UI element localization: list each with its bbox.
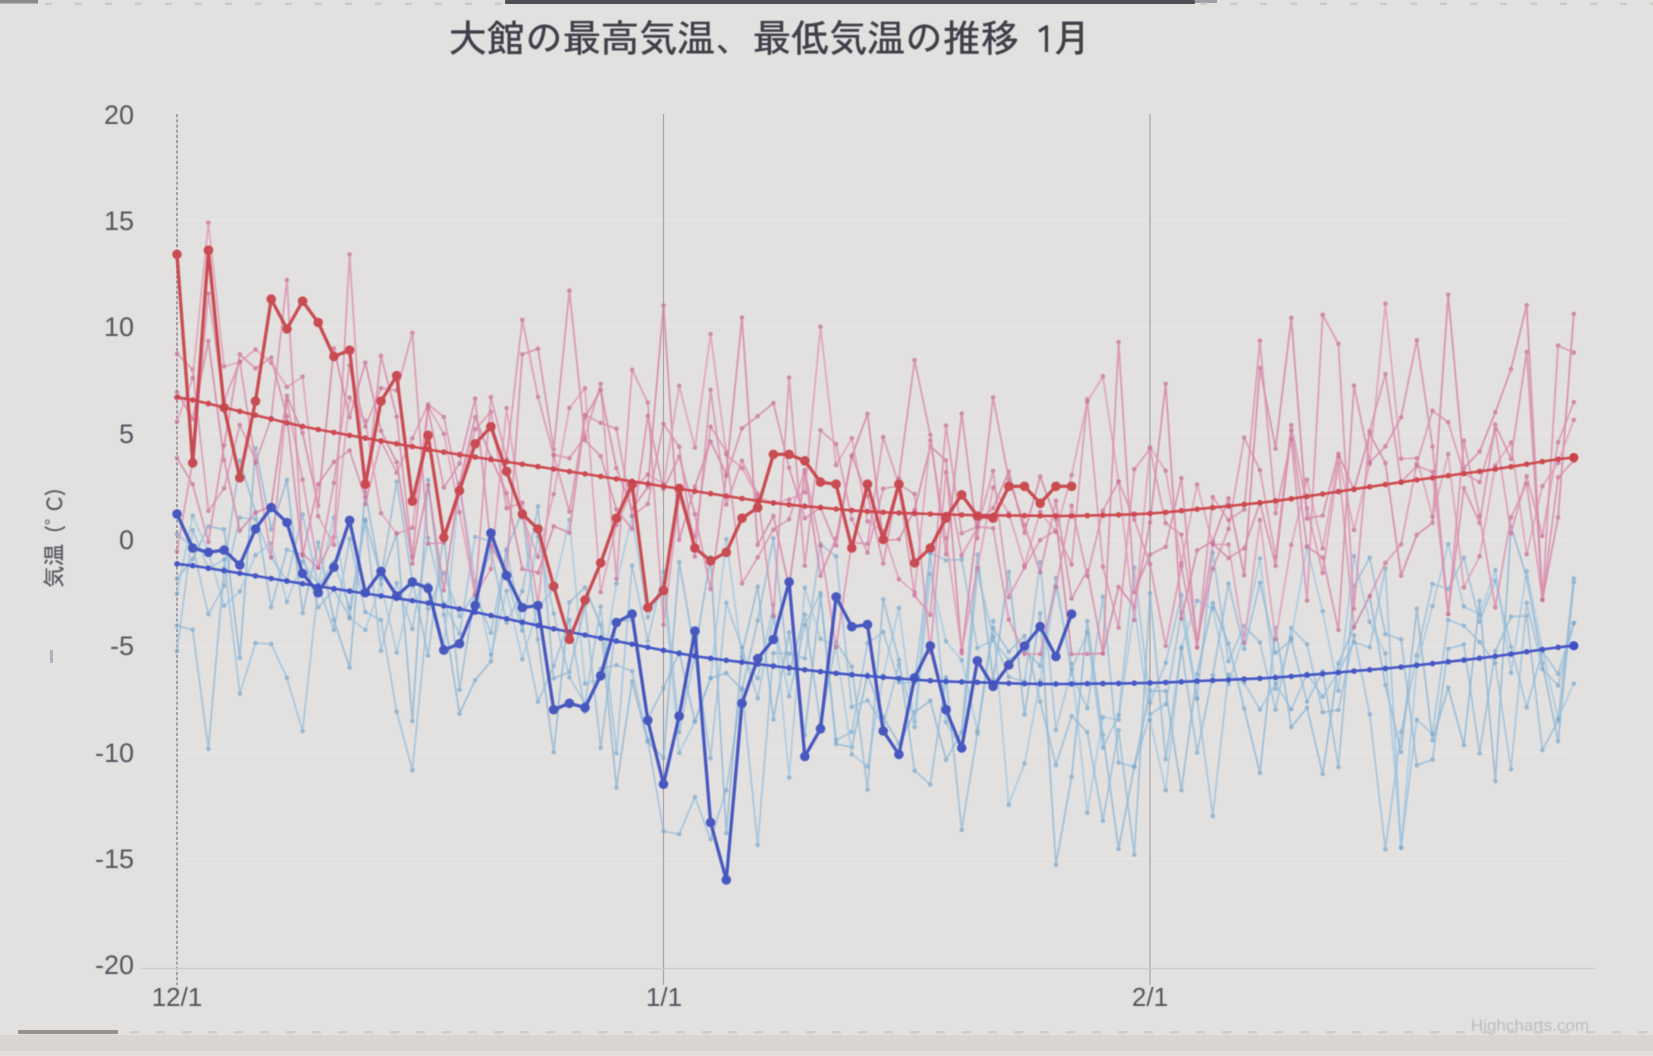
svg-text:12/1: 12/1	[152, 982, 203, 1012]
svg-text:0: 0	[119, 525, 134, 555]
svg-text:10: 10	[104, 312, 134, 342]
svg-text:20: 20	[104, 100, 134, 130]
svg-text:Highcharts.com: Highcharts.com	[1471, 1016, 1589, 1035]
svg-text:-5: -5	[110, 631, 134, 661]
svg-text:1/1: 1/1	[646, 982, 682, 1012]
svg-text:-20: -20	[95, 950, 134, 980]
svg-text:2/1: 2/1	[1132, 982, 1168, 1012]
svg-text:15: 15	[104, 206, 134, 236]
svg-text:5: 5	[119, 419, 134, 449]
svg-text:-10: -10	[95, 738, 134, 768]
svg-text:-15: -15	[95, 844, 134, 874]
